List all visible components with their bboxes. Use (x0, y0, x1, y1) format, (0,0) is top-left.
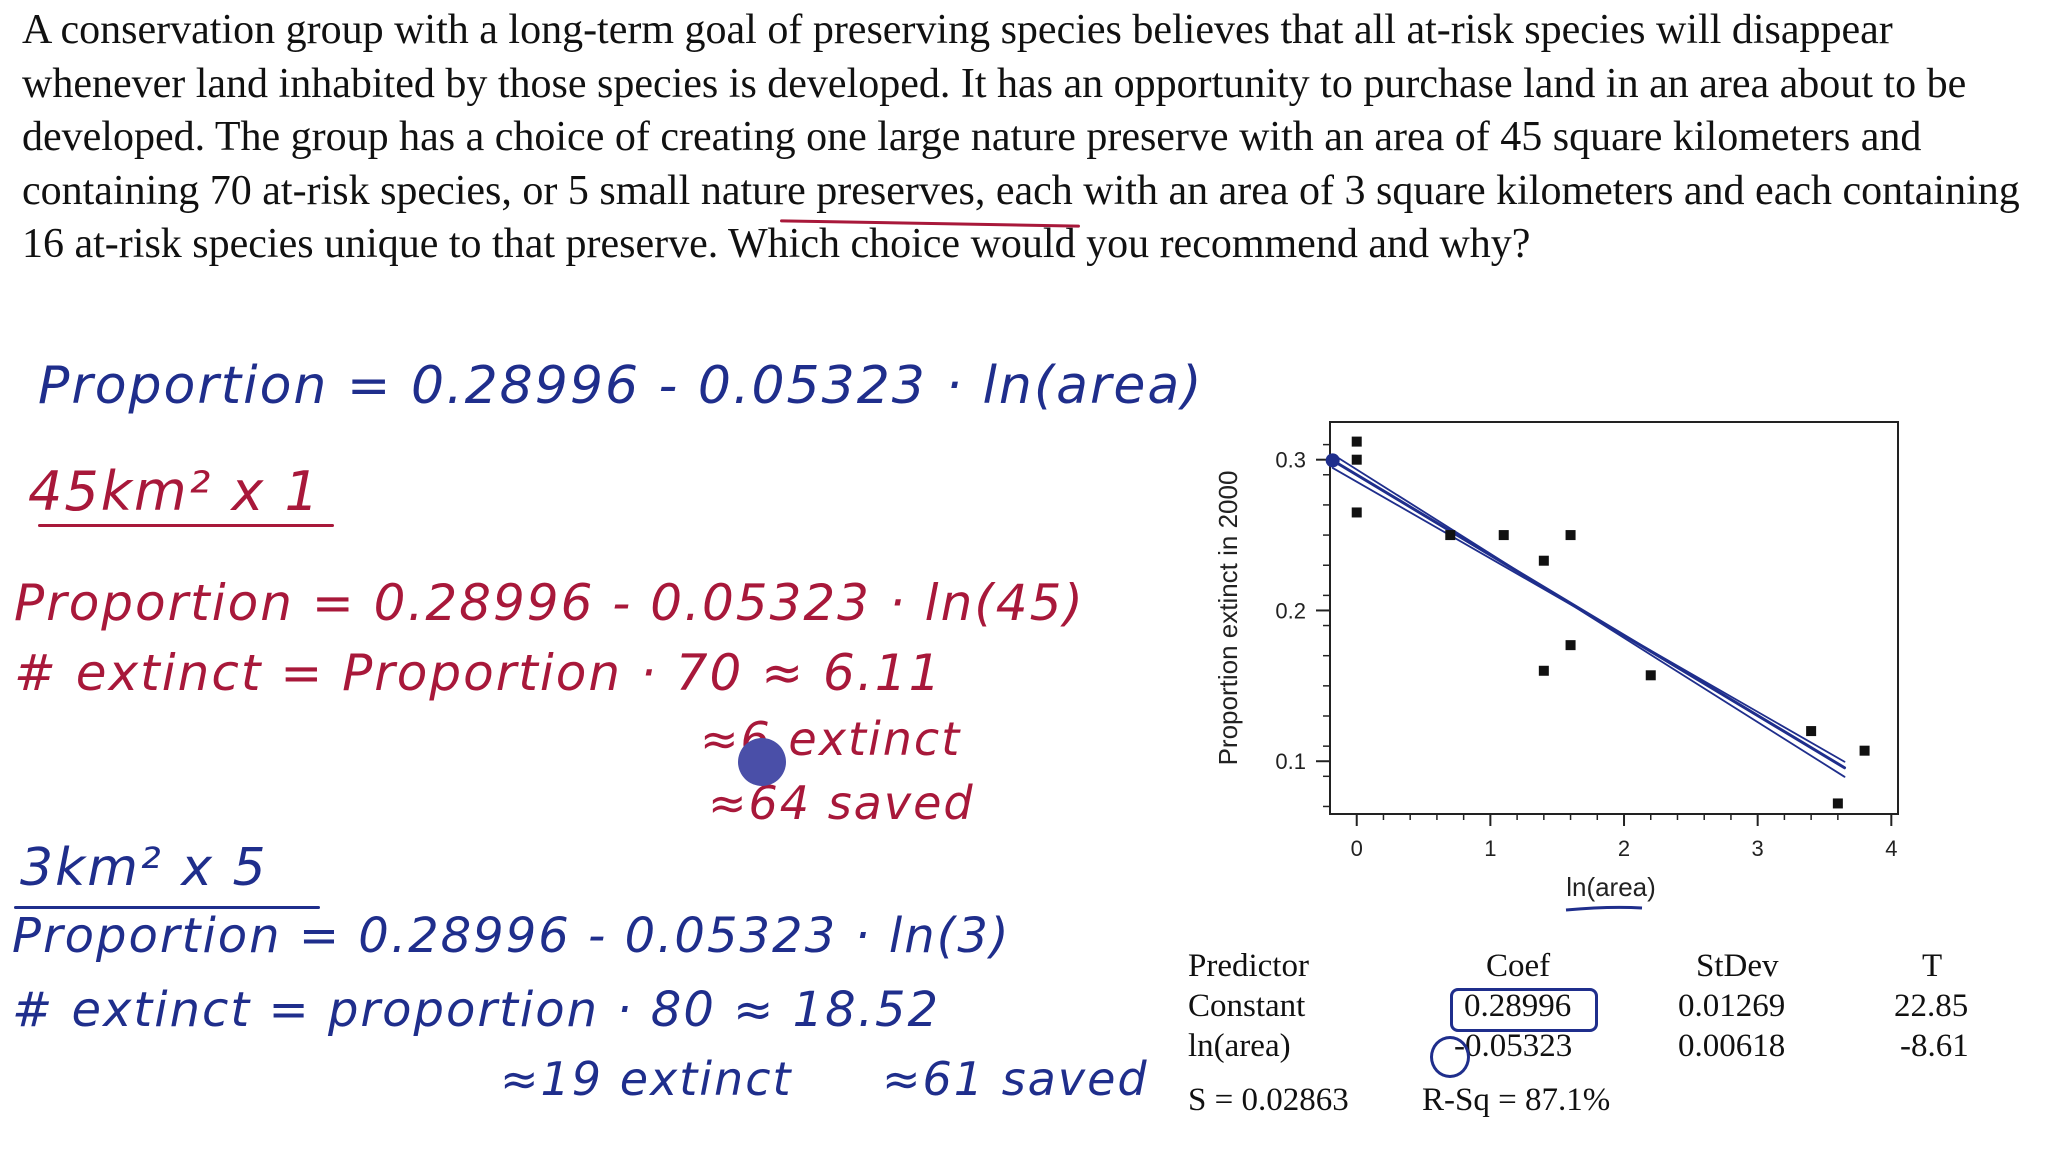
data-point (1351, 454, 1362, 465)
x-tick-label: 3 (1752, 836, 1764, 861)
y-ticks: 0.1 0.2 0.3 (1275, 443, 1330, 808)
data-point (1832, 798, 1843, 809)
data-point (1445, 530, 1456, 541)
data-points (1351, 436, 1870, 809)
small-proportion-note: Proportion = 0.28996 - 0.05323 · ln(3) (12, 908, 1011, 964)
header-t: T (1922, 948, 1943, 984)
pointer-dot (738, 738, 786, 786)
small-preserve-header: 3km² x 5 (20, 838, 268, 898)
y-tick-label: 0.3 (1275, 448, 1306, 473)
data-point (1645, 670, 1656, 681)
header-predictor: Predictor (1188, 948, 1309, 984)
data-point (1538, 665, 1549, 676)
x-tick-label: 0 (1351, 836, 1363, 861)
fit-lines (1325, 453, 1847, 778)
x-ticks: 0 1 2 3 4 (1351, 814, 1897, 861)
x-label-underline (1565, 905, 1643, 912)
y-tick-label: 0.2 (1275, 598, 1306, 623)
coef-circle-mark (1450, 988, 1598, 1032)
plot-frame (1329, 421, 1899, 815)
data-point (1351, 436, 1362, 447)
y-axis-label: Proportion extinct in 2000 (1213, 471, 1243, 766)
rsq-value: R-Sq = 87.1% (1422, 1082, 1611, 1118)
x-axis-label: ln(area) (1566, 872, 1656, 902)
coef-cell: 0.28996 (1464, 988, 1572, 1024)
t-cell: 22.85 (1894, 988, 1969, 1024)
data-point (1565, 530, 1576, 541)
small-saved: ≈61 saved (882, 1052, 1149, 1106)
predictor-cell: Constant (1188, 988, 1306, 1024)
large-saved: ≈64 saved (708, 776, 975, 830)
large-header-underline (38, 524, 334, 527)
y-tick-label: 0.1 (1275, 749, 1306, 774)
t-cell: -8.61 (1900, 1028, 1969, 1064)
scatter-chart: 0 1 2 3 4 0.1 0.2 0.3 Proportion extinct in 20… (1213, 421, 1899, 912)
small-header-underline (14, 906, 320, 909)
x-tick-label: 1 (1484, 836, 1496, 861)
slope-sign-circle-mark (1430, 1036, 1470, 1078)
intercept-marker (1325, 453, 1340, 468)
x-tick-label: 4 (1885, 836, 1897, 861)
data-point (1565, 640, 1576, 651)
large-extinct-note: # extinct = Proportion · 70 ≈ 6.11 (14, 644, 943, 702)
large-proportion-note: Proportion = 0.28996 - 0.05323 · ln(45) (14, 574, 1085, 632)
problem-text: A conservation group with a long-term go… (22, 7, 2020, 267)
data-point (1538, 555, 1549, 566)
header-stdev: StDev (1696, 948, 1779, 984)
small-extinct-count: ≈19 extinct (500, 1052, 793, 1106)
large-preserve-header: 45km² x 1 (28, 460, 321, 523)
header-coef: Coef (1486, 948, 1551, 984)
fit-line (1331, 467, 1846, 763)
formula-note: Proportion = 0.28996 - 0.05323 · ln(area… (38, 356, 1204, 416)
predictor-cell: ln(area) (1188, 1028, 1291, 1064)
coef-cell: -0.05323 (1454, 1028, 1573, 1064)
data-point (1806, 726, 1817, 737)
data-point (1351, 507, 1362, 518)
data-point (1498, 530, 1509, 541)
data-point (1859, 745, 1870, 756)
stdev-cell: 0.01269 (1678, 988, 1786, 1024)
s-value: S = 0.02863 (1188, 1082, 1349, 1118)
small-extinct-note: # extinct = proportion · 80 ≈ 18.52 (12, 982, 941, 1038)
x-tick-label: 2 (1618, 836, 1630, 861)
stdev-cell: 0.00618 (1678, 1028, 1786, 1064)
